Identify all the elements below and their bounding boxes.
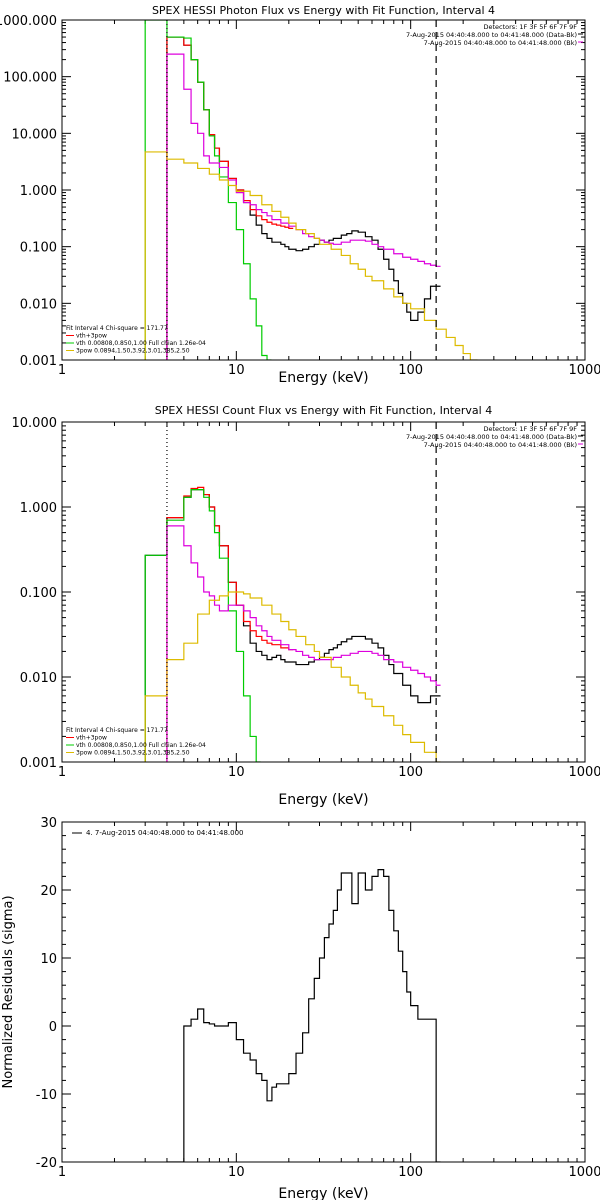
header-line: 7-Aug-2015 04:40:48.000 to 04:41:48.000 … — [424, 39, 577, 47]
x-tick-label: 1 — [58, 363, 66, 378]
x-tick-label: 10 — [228, 1165, 245, 1180]
x-axis-label: Energy (keV) — [278, 1186, 368, 1200]
residual-legend: 4. 7-Aug-2015 04:40:48.000 to 04:41:48.0… — [86, 829, 244, 837]
y-tick-label: -10 — [36, 1088, 57, 1103]
series-group — [167, 870, 441, 1162]
fit-legend-line: vth+3pow — [76, 333, 107, 340]
y-tick-label: 0.100 — [20, 586, 57, 601]
x-tick-label: 100 — [398, 363, 423, 378]
plot-frame — [62, 822, 585, 1162]
chart-panel-1: SPEX HESSI Photon Flux vs Energy with Fi… — [0, 4, 600, 386]
fit-legend-line: Fit Interval 4 Chi-square = 171.77 — [66, 727, 168, 734]
chart-panel-3: 1 10 100 1000 Energy (keV) -20 -10 0 10 20 30 Norma… — [1, 816, 600, 1200]
chart-title: SPEX HESSI Photon Flux vs Energy with Fi… — [152, 4, 495, 17]
y-tick-label: 0 — [49, 1020, 57, 1035]
fit-legend-line: vth+3pow — [76, 735, 107, 742]
header-line: Detectors: 1F 3F 5F 6F 7F 9F — [483, 23, 577, 31]
header-line: 7-Aug-2015 04:40:48.000 to 04:41:48.000 … — [406, 433, 577, 441]
x-tick-label: 10 — [228, 363, 245, 378]
y-tick-label: 20 — [40, 884, 57, 899]
y-tick-label: 0.001 — [20, 756, 57, 771]
x-axis-label: Energy (keV) — [278, 792, 368, 808]
y-tick-label: 100.000 — [3, 71, 57, 86]
y-tick-label: 10.000 — [12, 416, 58, 431]
y-tick-label: 1.000 — [20, 184, 57, 199]
x-tick-label: 1000 — [568, 1165, 600, 1180]
plot-frame — [62, 20, 585, 360]
y-tick-label: 1.000 — [20, 501, 57, 516]
y-tick-label: 10 — [40, 952, 57, 967]
x-tick-label: 1 — [58, 765, 66, 780]
fit-legend-line: 3pow 0.0894,1.50,3.92,3.01,385,2.50 — [76, 348, 190, 355]
series-line-2 — [167, 37, 293, 360]
plot-frame — [62, 422, 585, 762]
series-line-1 — [167, 870, 441, 1162]
series-line-4 — [167, 526, 441, 762]
chart-title: SPEX HESSI Count Flux vs Energy with Fit… — [155, 404, 492, 417]
fit-legend-line: 3pow 0.0894,1.50,3.92,3.01,385,2.50 — [76, 750, 190, 757]
header-line: 7-Aug-2015 04:40:48.000 to 04:41:48.000 … — [424, 441, 577, 449]
y-tick-label: -20 — [36, 1156, 57, 1171]
series-group — [145, 20, 493, 377]
y-tick-label: 30 — [40, 816, 57, 831]
series-line-1 — [145, 490, 440, 762]
header-line: Detectors: 1F 3F 5F 6F 7F 9F — [483, 425, 577, 433]
header-line: 7-Aug-2015 04:40:48.000 to 04:41:48.000 … — [406, 31, 577, 39]
series-line-4 — [167, 54, 441, 360]
series-line-5 — [145, 592, 440, 762]
x-axis-label: Energy (keV) — [278, 370, 368, 386]
y-tick-label: 0.010 — [20, 297, 57, 312]
fit-legend-line: vth 0.00808,0.850,1.00 Full chian 1.26e-… — [76, 742, 206, 749]
y-tick-label: 0.010 — [20, 671, 57, 686]
x-tick-label: 100 — [398, 1165, 423, 1180]
fit-legend-line: Fit Interval 4 Chi-square = 171.77 — [66, 325, 168, 332]
series-group — [145, 487, 440, 762]
x-tick-label: 100 — [398, 765, 423, 780]
fit-legend-line: vth 0.00808,0.850,1.00 Full chian 1.26e-… — [76, 340, 206, 347]
x-tick-label: 1000 — [568, 765, 600, 780]
series-line-3 — [145, 20, 271, 360]
y-tick-label: 1000.000 — [0, 14, 57, 29]
series-line-2 — [167, 487, 293, 762]
y-axis-label: Normalized Residuals (sigma) — [1, 895, 16, 1088]
x-tick-label: 1 — [58, 1165, 66, 1180]
y-tick-label: 0.100 — [20, 241, 57, 256]
series-line-1 — [167, 37, 441, 360]
y-tick-label: 0.001 — [20, 354, 57, 369]
x-tick-label: 10 — [228, 765, 245, 780]
y-tick-label: 10.000 — [12, 127, 58, 142]
x-tick-label: 1000 — [568, 363, 600, 378]
chart-panel-2: SPEX HESSI Count Flux vs Energy with Fit… — [12, 404, 600, 808]
